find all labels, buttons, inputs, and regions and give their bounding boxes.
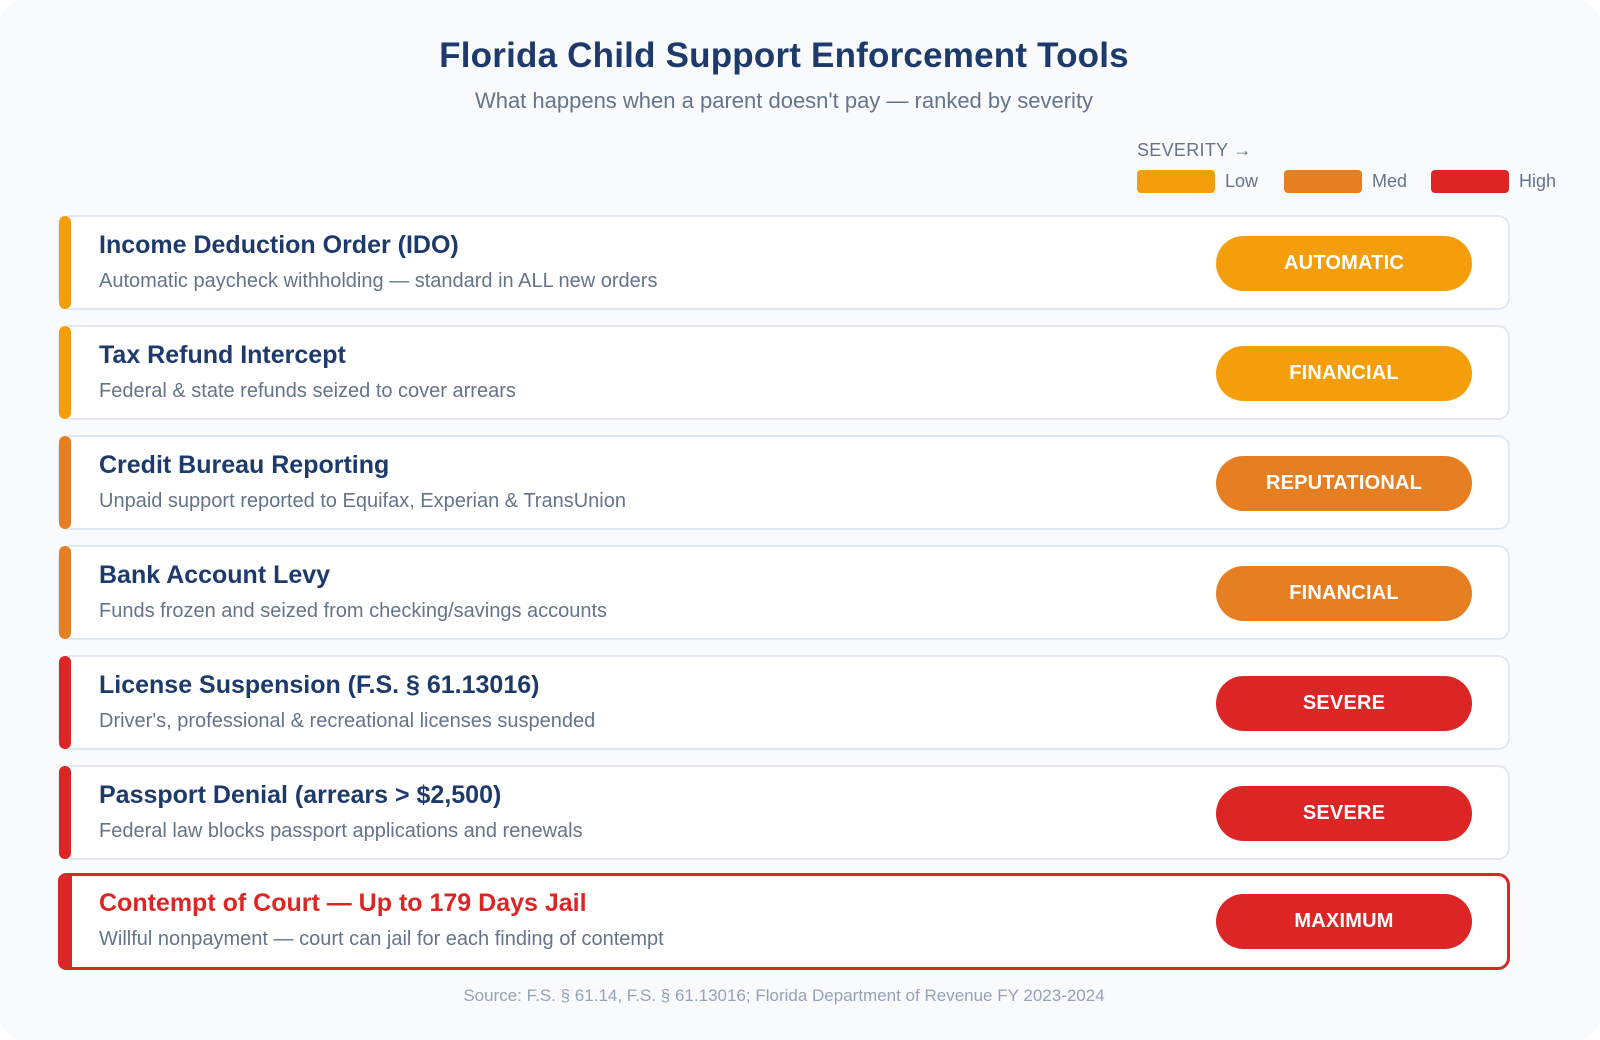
legend-title: SEVERITY → <box>1137 140 1252 160</box>
severity-bar-high <box>59 766 71 859</box>
legend-swatch-high <box>1431 169 1509 193</box>
tool-card-income-deduction: Income Deduction Order (IDO) Automatic p… <box>58 215 1510 310</box>
page-subtitle: What happens when a parent doesn't pay —… <box>474 88 1094 113</box>
category-badge: MAXIMUM <box>1216 894 1472 949</box>
tool-description: Unpaid support reported to Equifax, Expe… <box>99 490 626 512</box>
category-badge: SEVERE <box>1216 676 1472 731</box>
tool-card-bank-levy: Bank Account Levy Funds frozen and seize… <box>58 545 1510 640</box>
tool-description: Automatic paycheck withholding — standar… <box>99 270 658 292</box>
legend-swatch-low <box>1137 169 1215 193</box>
severity-bar-med <box>59 546 71 639</box>
tool-description: Willful nonpayment — court can jail for … <box>99 928 664 950</box>
severity-bar-low <box>59 326 71 419</box>
tool-description: Federal law blocks passport applications… <box>99 820 583 842</box>
legend-label-high: High <box>1519 170 1557 191</box>
severity-legend: SEVERITY → Low Med High <box>1137 138 1597 198</box>
severity-bar-med <box>59 436 71 529</box>
tool-description: Federal & state refunds seized to cover … <box>99 380 516 402</box>
category-badge: SEVERE <box>1216 786 1472 841</box>
severity-bar-high <box>58 873 72 970</box>
tool-title: Income Deduction Order (IDO) <box>99 231 459 259</box>
category-badge: AUTOMATIC <box>1216 236 1472 291</box>
tool-card-passport-denial: Passport Denial (arrears > $2,500) Feder… <box>58 765 1510 860</box>
tool-title: Contempt of Court — Up to 179 Days Jail <box>99 889 587 917</box>
category-badge: FINANCIAL <box>1216 346 1472 401</box>
tool-card-contempt-of-court: Contempt of Court — Up to 179 Days Jail … <box>58 873 1510 970</box>
tool-card-license-suspension: License Suspension (F.S. § 61.13016) Dri… <box>58 655 1510 750</box>
category-badge: FINANCIAL <box>1216 566 1472 621</box>
legend-item-low: Low <box>1137 169 1258 193</box>
tool-title: Tax Refund Intercept <box>99 341 346 369</box>
tool-title: Credit Bureau Reporting <box>99 451 390 479</box>
legend-item-high: High <box>1431 169 1556 193</box>
tool-description: Funds frozen and seized from checking/sa… <box>99 600 608 622</box>
page-title: Florida Child Support Enforcement Tools <box>439 36 1129 75</box>
legend-swatch-med <box>1284 169 1362 193</box>
tool-title: Passport Denial (arrears > $2,500) <box>99 781 502 809</box>
legend-item-med: Med <box>1284 169 1407 193</box>
tool-card-credit-bureau: Credit Bureau Reporting Unpaid support r… <box>58 435 1510 530</box>
legend-label-med: Med <box>1372 170 1408 191</box>
tool-title: Bank Account Levy <box>99 561 331 589</box>
tool-description: Driver's, professional & recreational li… <box>99 710 596 732</box>
tool-card-tax-refund: Tax Refund Intercept Federal & state ref… <box>58 325 1510 420</box>
severity-bar-low <box>59 216 71 309</box>
severity-bar-high <box>59 656 71 749</box>
tool-title: License Suspension (F.S. § 61.13016) <box>99 671 540 699</box>
source-note: Source: F.S. § 61.14, F.S. § 61.13016; F… <box>463 986 1105 1005</box>
category-badge: REPUTATIONAL <box>1216 456 1472 511</box>
legend-label-low: Low <box>1225 170 1259 191</box>
